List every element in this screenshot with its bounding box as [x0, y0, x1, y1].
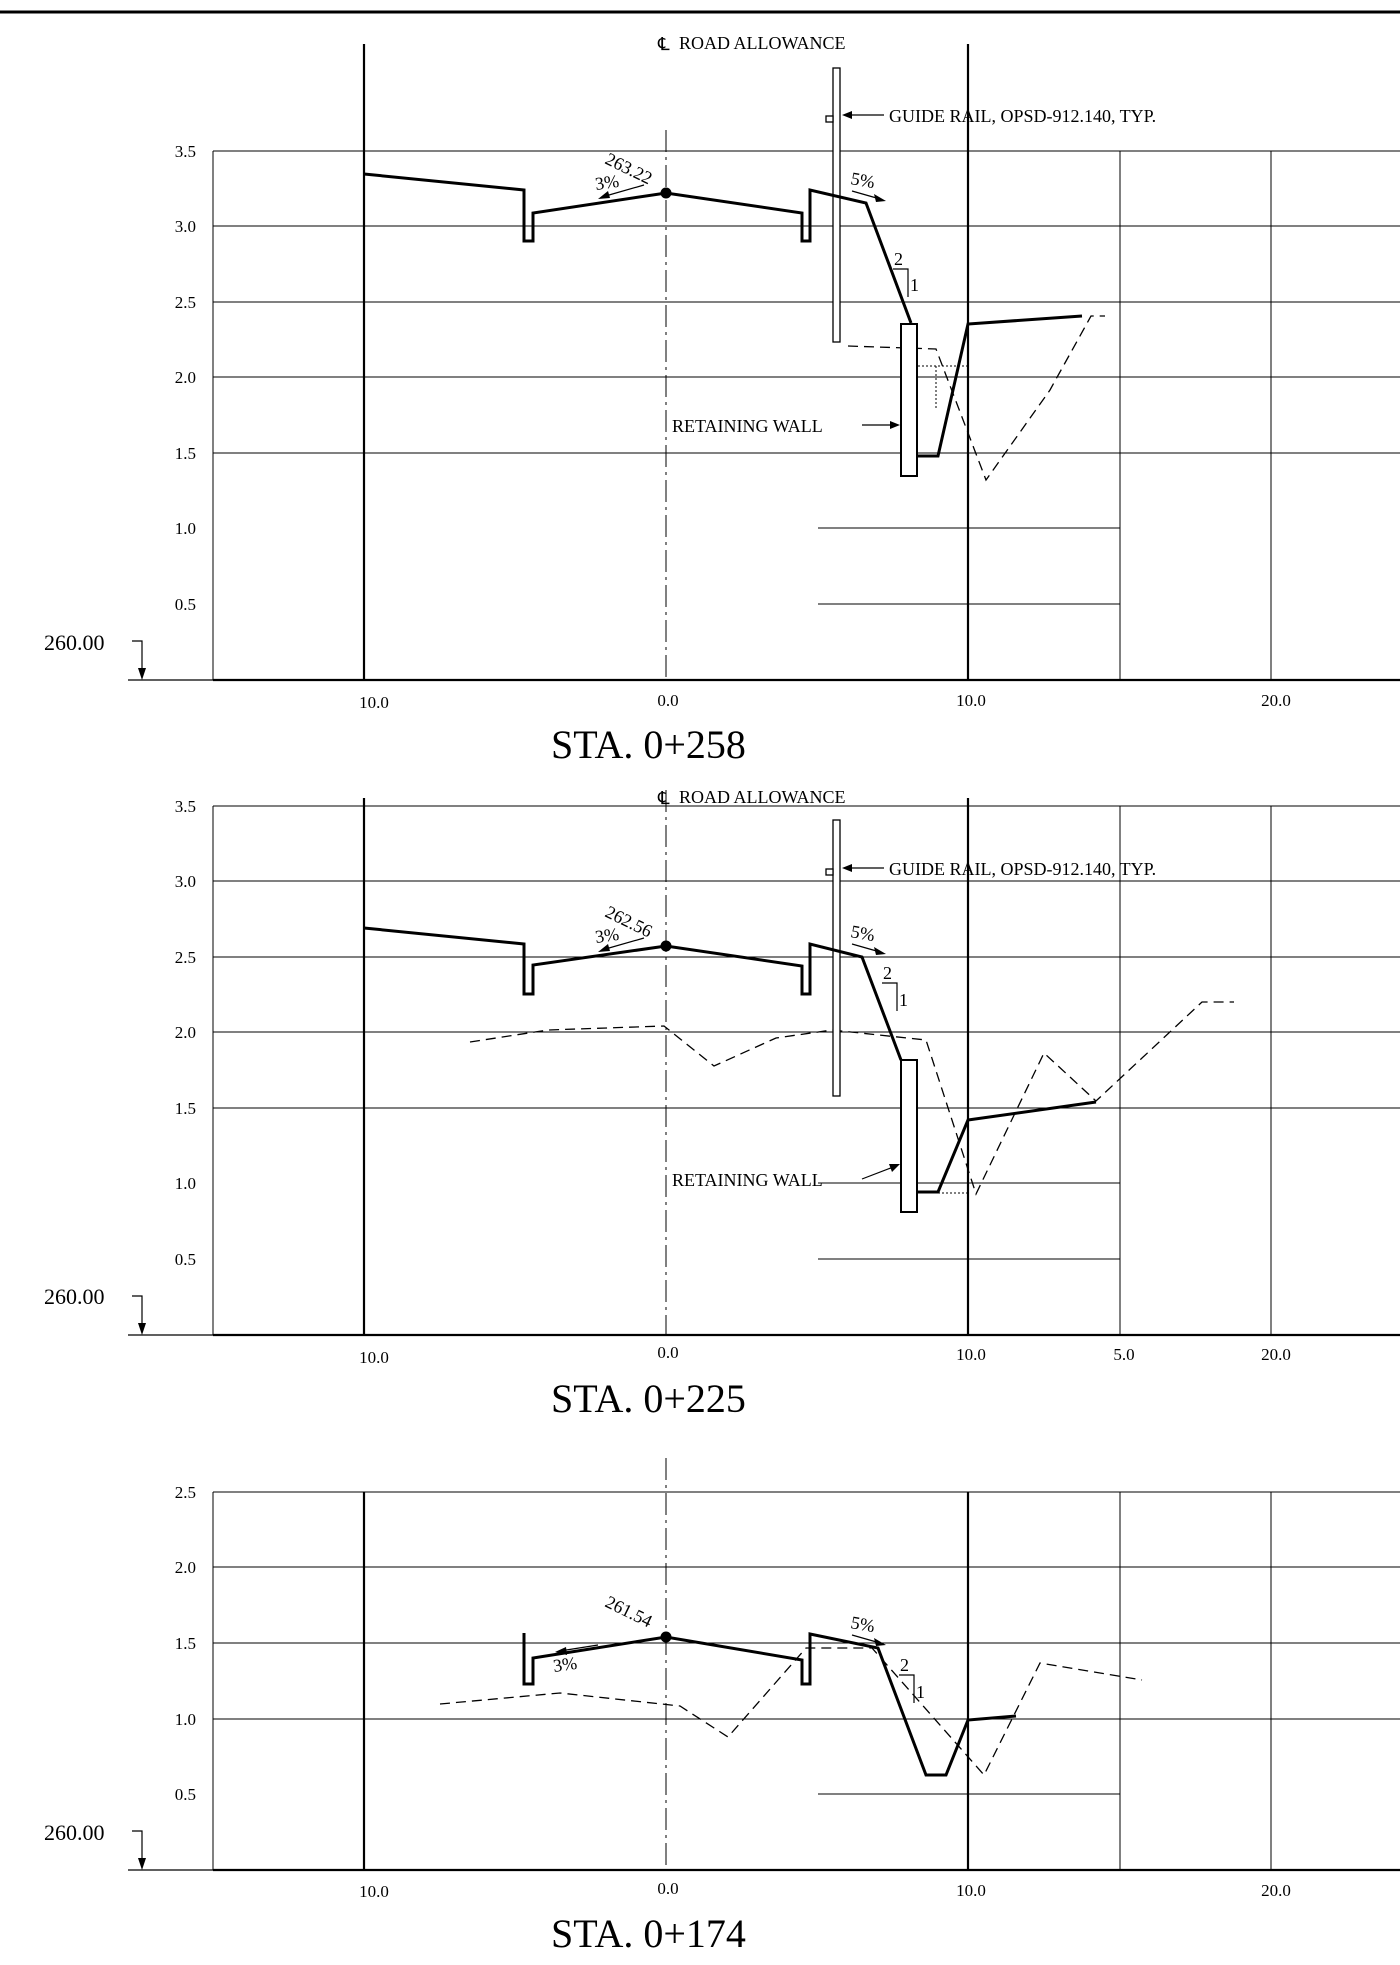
right-crossfall: 5%	[849, 168, 876, 192]
offset-tick: 0.0	[657, 1879, 678, 1898]
centerline-label: ℄ ROAD ALLOWANCE	[657, 787, 846, 808]
elevation-tick: 3.0	[175, 217, 196, 236]
guide-rail-block	[825, 868, 834, 876]
elevation-tick: 2.5	[175, 293, 196, 312]
retaining-wall	[900, 323, 918, 477]
centerline-text: ROAD ALLOWANCE	[679, 787, 846, 807]
svg-text:2: 2	[894, 249, 903, 269]
elevation-tick: 2.5	[175, 1483, 196, 1502]
offset-tick: 20.0	[1261, 1345, 1291, 1364]
side-slope-indicator: 2 1	[899, 1655, 925, 1703]
elevation-tick: 3.5	[175, 142, 196, 161]
offset-tick: 20.0	[1261, 1881, 1291, 1900]
svg-text:RETAINING WALL: RETAINING WALL	[672, 416, 823, 436]
centerline-label: ℄ ROAD ALLOWANCE	[657, 33, 846, 54]
guide-rail-callout: GUIDE RAIL, OPSD-912.140, TYP.	[842, 106, 1156, 126]
svg-text:GUIDE RAIL, OPSD-912.140, TYP.: GUIDE RAIL, OPSD-912.140, TYP.	[889, 859, 1156, 879]
section-sta-0-225: 3.5 3.0 2.5 2.0 1.5 1.0 0.5 260.00 10.0 …	[44, 787, 1400, 1421]
guide-rail-post	[832, 819, 841, 1097]
offset-tick: 10.0	[956, 691, 986, 710]
svg-text:2: 2	[883, 963, 892, 983]
offset-tick: 10.0	[956, 1345, 986, 1364]
crown-elevation: 261.54	[602, 1592, 655, 1632]
elevation-tick: 2.0	[175, 368, 196, 387]
offset-tick: 10.0	[359, 693, 389, 712]
right-crossfall: 5%	[849, 921, 876, 945]
elevation-tick: 2.5	[175, 948, 196, 967]
offset-tick: 10.0	[359, 1882, 389, 1901]
retaining-wall-callout: RETAINING WALL	[672, 1164, 900, 1190]
crown-point	[660, 187, 672, 199]
offset-tick: 10.0	[359, 1348, 389, 1367]
right-crossfall: 5%	[849, 1612, 876, 1636]
elevation-tick: 3.0	[175, 872, 196, 891]
guide-rail-block	[825, 115, 834, 123]
elevation-tick: 0.5	[175, 1785, 196, 1804]
datum-marker: 260.00	[44, 630, 213, 681]
elevation-tick: 0.5	[175, 595, 196, 614]
station-title: STA. 0+258	[551, 722, 746, 767]
svg-text:1: 1	[899, 990, 908, 1010]
offset-scale: 10.0 0.0 10.0 20.0	[359, 1879, 1291, 1901]
station-title: STA. 0+174	[551, 1911, 746, 1956]
offset-scale: 10.0 0.0 10.0 20.0	[359, 691, 1291, 712]
elevation-tick: 3.5	[175, 797, 196, 816]
elevation-scale: 3.5 3.0 2.5 2.0 1.5 1.0 0.5	[175, 797, 196, 1269]
offset-tick: 0.0	[657, 1343, 678, 1362]
svg-text:1: 1	[916, 1682, 925, 1702]
offset-tick: 0.0	[657, 691, 678, 710]
section-sta-0-258: 3.5 3.0 2.5 2.0 1.5 1.0 0.5 260.00 10.0 …	[44, 33, 1400, 767]
section-grid	[212, 790, 1400, 1337]
side-slope-indicator: 2 1	[882, 963, 908, 1011]
centerline-symbol: ℄	[657, 34, 670, 54]
svg-text:2: 2	[900, 1655, 909, 1675]
datum-label: 260.00	[44, 1284, 105, 1309]
offset-tick: 20.0	[1261, 691, 1291, 710]
elevation-scale: 2.5 2.0 1.5 1.0 0.5	[175, 1483, 196, 1804]
station-title: STA. 0+225	[551, 1376, 746, 1421]
existing-ground-line	[847, 315, 1105, 482]
datum-label: 260.00	[44, 630, 105, 655]
existing-ground-line	[469, 1001, 1234, 1196]
elevation-tick: 1.5	[175, 1099, 196, 1118]
offset-tick: 10.0	[956, 1881, 986, 1900]
elevation-scale: 3.5 3.0 2.5 2.0 1.5 1.0 0.5	[175, 142, 196, 614]
datum-marker: 260.00	[44, 1820, 213, 1871]
retaining-wall-callout: RETAINING WALL	[672, 416, 900, 436]
side-slope-indicator: 2 1	[893, 249, 919, 297]
left-crossfall: 3%	[594, 171, 621, 194]
datum-label: 260.00	[44, 1820, 105, 1845]
elevation-tick: 1.5	[175, 1634, 196, 1653]
proposed-road-profile	[522, 1632, 1017, 1777]
svg-text:RETAINING WALL: RETAINING WALL	[672, 1170, 823, 1190]
elevation-tick: 2.0	[175, 1023, 196, 1042]
section-grid	[212, 1458, 1400, 1872]
offset-tick: 5.0	[1113, 1345, 1134, 1364]
centerline-text: ROAD ALLOWANCE	[679, 33, 846, 53]
left-crossfall: 3%	[552, 1653, 579, 1676]
offset-scale: 10.0 0.0 10.0 5.0 20.0	[359, 1343, 1291, 1367]
section-sta-0-174: 2.5 2.0 1.5 1.0 0.5 260.00 10.0 0.0 10.0…	[44, 1458, 1400, 1956]
guide-rail-callout: GUIDE RAIL, OPSD-912.140, TYP.	[842, 859, 1156, 879]
svg-text:GUIDE RAIL, OPSD-912.140, TYP.: GUIDE RAIL, OPSD-912.140, TYP.	[889, 106, 1156, 126]
guide-rail-post	[832, 67, 841, 343]
centerline-symbol: ℄	[657, 788, 670, 808]
crown-point	[660, 1631, 672, 1643]
elevation-tick: 2.0	[175, 1558, 196, 1577]
crown-point	[660, 940, 672, 952]
section-grid	[212, 44, 1400, 682]
elevation-tick: 0.5	[175, 1250, 196, 1269]
elevation-tick: 1.5	[175, 444, 196, 463]
left-crossfall: 3%	[594, 924, 621, 947]
existing-ground-line	[439, 1647, 1143, 1777]
retaining-wall	[900, 1059, 918, 1213]
svg-text:1: 1	[910, 275, 919, 295]
elevation-tick: 1.0	[175, 1174, 196, 1193]
elevation-tick: 1.0	[175, 519, 196, 538]
elevation-tick: 1.0	[175, 1710, 196, 1729]
proposed-road-profile	[363, 172, 1083, 458]
datum-marker: 260.00	[44, 1284, 213, 1336]
proposed-road-profile	[363, 926, 1097, 1194]
